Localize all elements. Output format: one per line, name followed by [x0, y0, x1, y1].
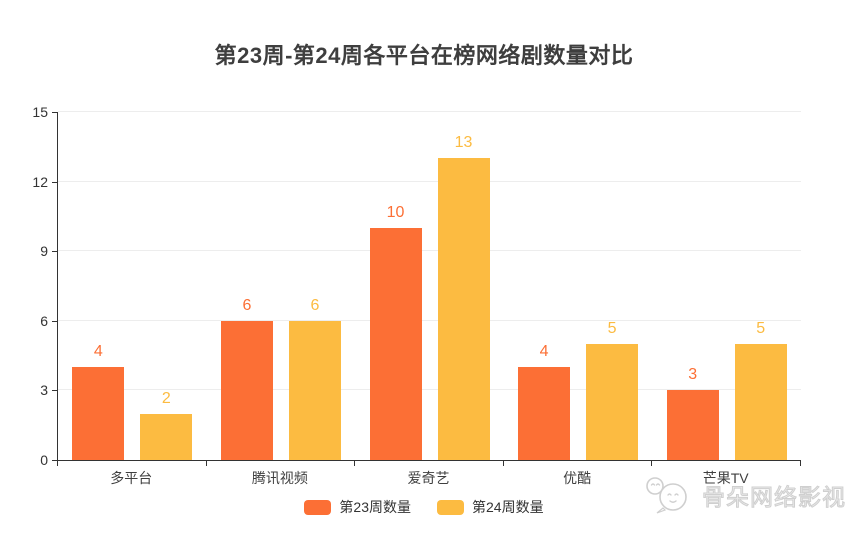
legend-label: 第24周数量	[472, 499, 544, 515]
chart-title: 第23周-第24周各平台在榜网络剧数量对比	[214, 43, 634, 68]
x-category-label: 芒果TV	[702, 470, 749, 486]
bar-value-label: 6	[242, 296, 252, 314]
bar-第24周数量-芒果TV[interactable]	[734, 344, 787, 460]
legend-label: 第23周数量	[339, 499, 411, 515]
legend-item-第23周数量[interactable]: 第23周数量	[304, 497, 411, 517]
watermark-text: 骨朵网络影视	[702, 484, 846, 511]
grid-line	[58, 250, 801, 252]
bar-value-label: 13	[454, 134, 473, 152]
bar-第24周数量-多平台[interactable]	[140, 413, 193, 460]
chat-bubbles-logo-icon	[646, 477, 687, 514]
x-category-label: 爱奇艺	[407, 470, 450, 486]
x-tick-mark	[800, 461, 801, 466]
bar-value-label: 5	[607, 320, 617, 337]
y-tick-label: 0	[40, 452, 48, 468]
x-tick-mark	[57, 461, 58, 466]
bar-第23周数量-腾讯视频[interactable]	[220, 320, 273, 460]
bar-第24周数量-爱奇艺[interactable]	[437, 158, 490, 460]
x-category-label: 优酷	[563, 470, 592, 486]
bar-第24周数量-优酷[interactable]	[586, 344, 639, 460]
watermark: 骨朵网络影视	[644, 476, 846, 514]
x-category-label: 腾讯视频	[251, 470, 308, 486]
bar-value-label: 4	[539, 343, 549, 361]
grid-line	[58, 111, 801, 112]
legend-swatch	[437, 499, 464, 515]
bar-value-label: 6	[310, 296, 320, 314]
x-tick-mark	[205, 461, 207, 466]
y-tick-mark	[52, 460, 57, 461]
y-tick-label: 12	[32, 173, 48, 190]
bar-value-label: 2	[161, 389, 171, 407]
grid-line	[58, 319, 801, 321]
grid-line	[58, 389, 801, 391]
y-tick-label: 15	[32, 104, 48, 120]
bar-value-label: 4	[93, 343, 103, 361]
bar-第23周数量-优酷[interactable]	[518, 367, 571, 460]
bar-value-label: 5	[756, 320, 766, 337]
y-tick-mark	[52, 320, 57, 322]
y-tick-label: 9	[40, 243, 48, 260]
legend-item-第24周数量[interactable]: 第24周数量	[437, 497, 544, 517]
bar-value-label: 3	[688, 366, 698, 384]
x-tick-mark	[651, 461, 653, 466]
legend-swatch	[304, 499, 332, 515]
y-tick-mark	[52, 251, 57, 253]
bar-value-label: 10	[386, 204, 405, 221]
legend: 第23周数量 第24周数量	[0, 497, 848, 517]
grid-line	[58, 180, 801, 182]
bar-第23周数量-芒果TV[interactable]	[666, 390, 719, 460]
y-tick-mark	[52, 390, 57, 392]
y-tick-label: 6	[40, 312, 48, 329]
y-tick-mark	[52, 112, 57, 113]
y-tick-mark	[52, 181, 57, 183]
x-category-label: 多平台	[110, 470, 153, 486]
bar-第23周数量-爱奇艺[interactable]	[369, 228, 422, 460]
x-tick-mark	[502, 461, 504, 466]
x-tick-mark	[354, 461, 356, 466]
bar-第23周数量-多平台[interactable]	[72, 367, 125, 460]
bar-第24周数量-腾讯视频[interactable]	[288, 320, 341, 460]
y-tick-label: 3	[40, 382, 48, 399]
plot-area: 4 6 10 4 3 2 6 13 5 5	[57, 111, 801, 461]
